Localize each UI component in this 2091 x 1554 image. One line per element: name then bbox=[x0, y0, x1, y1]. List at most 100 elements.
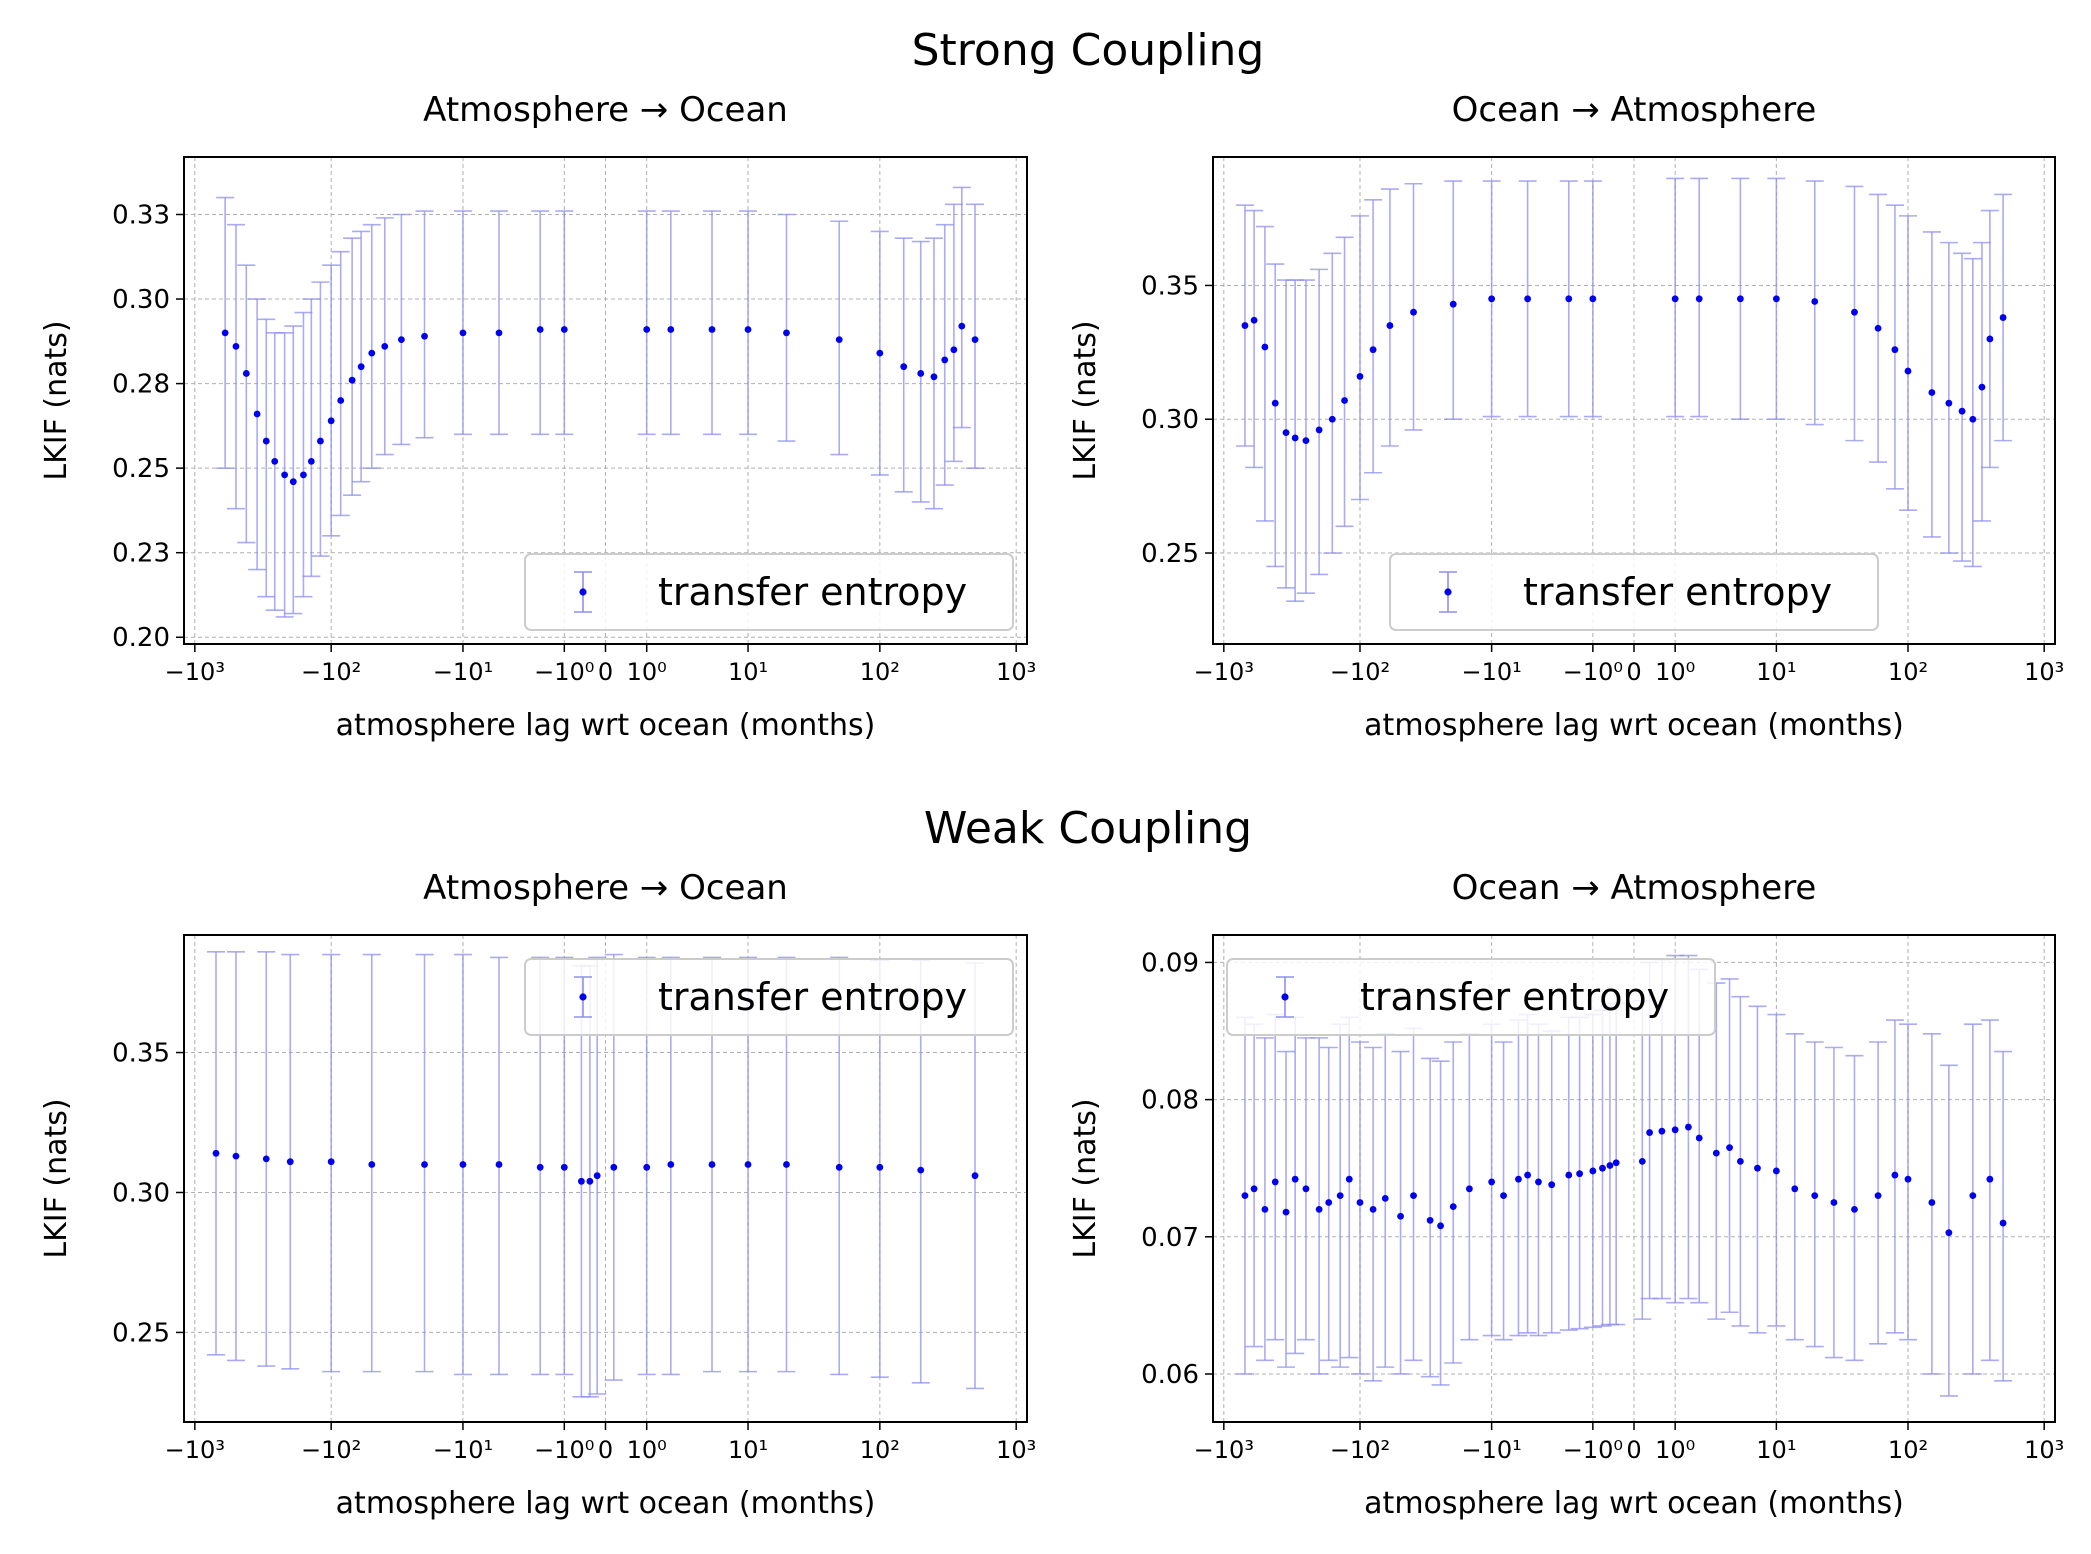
data-point bbox=[1736, 1157, 1744, 1165]
data-point bbox=[1986, 1175, 1994, 1183]
data-point bbox=[1772, 295, 1780, 303]
data-point bbox=[368, 1161, 376, 1168]
x-tick-label: −10⁰ bbox=[534, 1436, 594, 1464]
x-tick-label: 10² bbox=[860, 1436, 900, 1464]
data-point bbox=[337, 397, 345, 404]
data-point bbox=[232, 1152, 240, 1160]
subplot-grid: −10³ −10² −10¹ −10⁰ 0 10⁰ 10¹ 10² 10³0.200.230.2… bbox=[39, 90, 2064, 1521]
data-point bbox=[368, 349, 376, 357]
x-tick-label: 10⁰ bbox=[1655, 658, 1695, 686]
data-point bbox=[930, 373, 938, 381]
legend-marker bbox=[579, 588, 587, 596]
data-point bbox=[1241, 322, 1249, 329]
x-tick-label: 10³ bbox=[996, 1436, 1036, 1464]
x-tick-label: 10² bbox=[860, 658, 900, 686]
data-point bbox=[1671, 295, 1679, 303]
data-point bbox=[1426, 1216, 1434, 1224]
data-point bbox=[459, 1161, 467, 1168]
y-tick-label: 0.35 bbox=[112, 1039, 170, 1069]
x-tick-label: 10¹ bbox=[728, 658, 768, 686]
data-point bbox=[1945, 1229, 1953, 1237]
data-point bbox=[221, 329, 229, 337]
y-tick-label: 0.20 bbox=[112, 623, 170, 653]
data-point bbox=[536, 1163, 544, 1171]
y-tick-label: 0.30 bbox=[112, 1178, 170, 1208]
data-point bbox=[1315, 426, 1323, 434]
y-tick-label: 0.07 bbox=[1141, 1223, 1199, 1253]
legend-box bbox=[1226, 958, 1716, 1036]
data-point bbox=[1397, 1212, 1404, 1220]
data-point bbox=[1449, 300, 1457, 308]
x-tick-label: −10¹ bbox=[433, 1436, 493, 1464]
y-tick-label: 0.25 bbox=[112, 454, 170, 484]
subplot-2: −10³ −10² −10¹ −10⁰ 0 10⁰ 10¹ 10² 10³ 0.25 0.30 0.3… bbox=[1068, 90, 2064, 743]
data-point bbox=[1325, 1199, 1333, 1206]
legend: transfer entropy bbox=[524, 553, 1014, 631]
data-point bbox=[1904, 1175, 1912, 1183]
data-point bbox=[1369, 346, 1377, 354]
y-tick-label: 0.09 bbox=[1141, 948, 1199, 978]
x-tick-label: 10³ bbox=[996, 658, 1036, 686]
x-tick-label: −10² bbox=[301, 1436, 361, 1464]
data-point bbox=[421, 1161, 428, 1168]
data-point bbox=[1465, 1185, 1473, 1193]
data-point bbox=[1891, 1171, 1899, 1179]
data-point bbox=[262, 437, 270, 445]
x-tick-label: −10³ bbox=[1194, 1436, 1254, 1464]
data-point bbox=[1928, 389, 1936, 396]
data-point bbox=[327, 1158, 335, 1166]
data-point bbox=[1250, 316, 1258, 324]
x-tick-label: 0 bbox=[1626, 658, 1641, 686]
legend: transfer entropy bbox=[524, 958, 1014, 1036]
x-tick-label: 0 bbox=[598, 658, 613, 686]
data-point bbox=[1969, 415, 1977, 423]
data-point bbox=[667, 1161, 675, 1168]
data-point bbox=[1328, 415, 1336, 423]
data-point bbox=[1830, 1199, 1838, 1206]
subplot-4: −10³ −10² −10¹ −10⁰ 0 10⁰ 10¹ 10² 10³ 0.06 0.07 0.0… bbox=[1068, 868, 2064, 1521]
data-point bbox=[1928, 1199, 1936, 1206]
x-tick-label: 10¹ bbox=[1756, 658, 1796, 686]
data-point bbox=[495, 1161, 503, 1168]
data-point bbox=[327, 417, 335, 425]
data-point bbox=[941, 356, 949, 364]
data-point bbox=[1565, 1171, 1573, 1179]
data-point bbox=[1904, 367, 1912, 375]
x-tick-label: 10³ bbox=[2024, 1436, 2064, 1464]
data-point bbox=[1449, 1203, 1457, 1211]
data-point bbox=[271, 457, 279, 465]
data-point bbox=[1250, 1185, 1258, 1193]
strong-coupling-title: Strong Coupling bbox=[912, 25, 1265, 76]
legend-label: transfer entropy bbox=[658, 975, 967, 1019]
data-point bbox=[1524, 295, 1532, 303]
data-point bbox=[958, 322, 966, 330]
data-point bbox=[1410, 1192, 1417, 1200]
data-point bbox=[1524, 1171, 1532, 1179]
x-axis-label: atmosphere lag wrt ocean (months) bbox=[336, 1486, 876, 1521]
data-point bbox=[357, 363, 365, 371]
x-tick-label: 0 bbox=[598, 1436, 613, 1464]
y-tick-label: 0.30 bbox=[112, 285, 170, 315]
data-point bbox=[1261, 1205, 1269, 1213]
data-point bbox=[1638, 1157, 1646, 1165]
data-point bbox=[1851, 308, 1858, 316]
subplot-3: −10³ −10² −10¹ −10⁰ 0 10⁰ 10¹ 10² 10³ 0.25 0.30 0.3… bbox=[39, 868, 1036, 1521]
legend-marker bbox=[579, 993, 587, 1001]
data-point bbox=[783, 1161, 790, 1168]
data-point bbox=[348, 376, 356, 384]
x-tick-label: 10⁰ bbox=[627, 1436, 667, 1464]
data-point bbox=[459, 329, 467, 337]
data-point bbox=[1386, 322, 1394, 329]
data-point bbox=[1685, 1123, 1692, 1131]
x-tick-label: −10⁰ bbox=[534, 658, 594, 686]
y-tick-label: 0.25 bbox=[1141, 539, 1199, 569]
y-axis-label: LKIF (nats) bbox=[1068, 320, 1103, 480]
data-point bbox=[1341, 397, 1348, 404]
x-tick-label: −10³ bbox=[1194, 658, 1254, 686]
y-tick-label: 0.35 bbox=[1141, 271, 1199, 301]
data-point bbox=[1851, 1205, 1858, 1213]
x-tick-label: 10² bbox=[1888, 658, 1928, 686]
y-tick-label: 0.33 bbox=[112, 200, 170, 230]
x-tick-label: 10⁰ bbox=[1655, 1436, 1695, 1464]
data-point bbox=[536, 326, 544, 333]
